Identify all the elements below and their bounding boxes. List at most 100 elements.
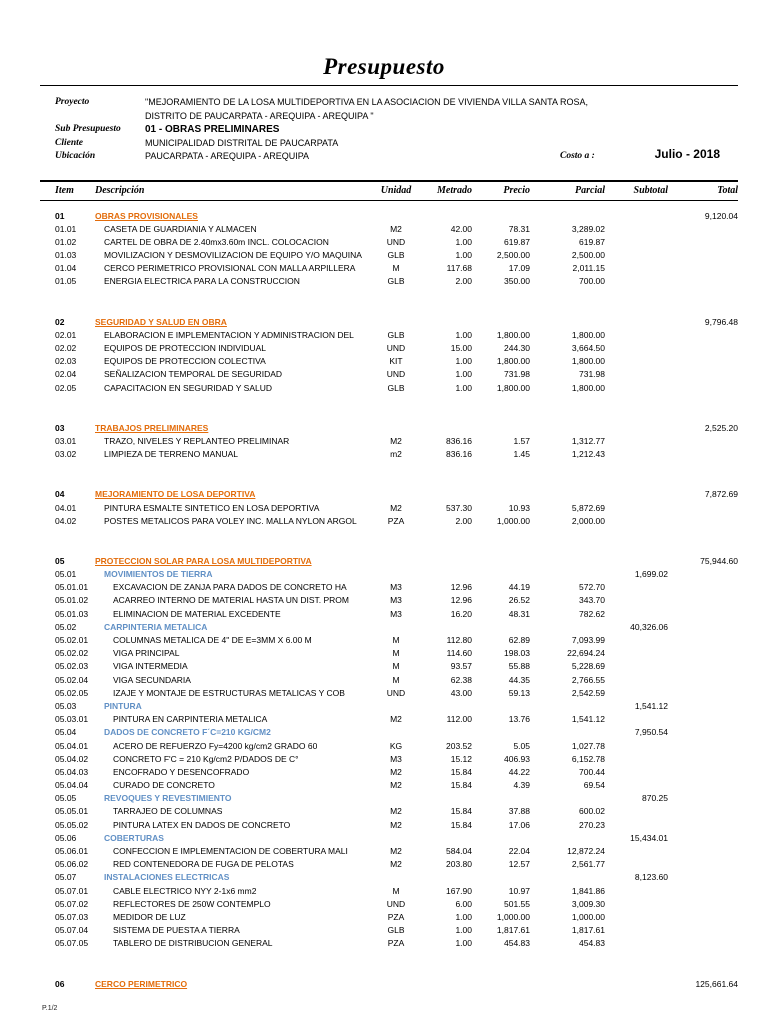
cell-parcial: 700.44 xyxy=(579,766,605,777)
header-block: Proyecto "MEJORAMIENTO DE LA LOSA MULTID… xyxy=(55,96,738,164)
cell-item: 05 xyxy=(55,555,65,566)
cell-parcial xyxy=(530,792,605,805)
cell-desc: REVOQUES Y REVESTIMIENTO xyxy=(104,793,232,804)
cell-total xyxy=(668,871,738,884)
cell-subtotal xyxy=(605,488,668,501)
cell-unidad: M3 xyxy=(390,595,402,606)
cell-unidad: KG xyxy=(389,740,403,751)
cell-metrado: 15.00 xyxy=(450,343,472,353)
cell-metrado xyxy=(420,871,472,884)
cell-parcial: 700.00 xyxy=(579,276,605,287)
cell-desc: EQUIPOS DE PROTECCION INDIVIDUAL xyxy=(104,343,266,353)
cell-unidad: M2 xyxy=(390,846,402,856)
column-header-unidad: Unidad xyxy=(380,184,412,196)
cell-metrado: 1.00 xyxy=(455,911,472,922)
cell-metrado: 203.52 xyxy=(446,740,472,751)
cell-item: 04 xyxy=(55,489,65,500)
cell-subtotal xyxy=(605,581,668,594)
cell-parcial: 731.98 xyxy=(579,369,605,380)
table-row: 05.04 DADOS DE CONCRETO F´C=210 KG/CM2 7,9… xyxy=(40,726,738,739)
cell-subtotal xyxy=(605,355,668,368)
cell-precio xyxy=(472,488,530,501)
cell-precio: 10.97 xyxy=(508,885,530,896)
table-row: 05.02 CARPINTERIA METALICA 40,326.06 xyxy=(40,621,738,634)
cell-parcial: 1,027.78 xyxy=(571,740,605,751)
cell-unidad: M2 xyxy=(390,859,402,870)
cell-metrado xyxy=(420,621,472,634)
cell-desc: TABLERO DE DISTRIBUCION GENERAL xyxy=(113,938,273,949)
cell-metrado: 15.12 xyxy=(450,753,472,764)
cell-metrado xyxy=(420,792,472,805)
cell-item: 05.04.02 xyxy=(55,753,89,764)
cell-unidad: KIT xyxy=(389,356,403,367)
cell-metrado: 12.96 xyxy=(450,595,472,606)
table-row: 05.04.03 ENCOFRADO Y DESENCOFRADO M2 15.84 4… xyxy=(40,766,738,779)
cell-precio: 44.35 xyxy=(508,674,530,685)
cell-subtotal xyxy=(605,978,668,991)
table-row: 05.07.02 REFLECTORES DE 250W CONTEMPLO UND… xyxy=(40,898,738,911)
cell-subtotal xyxy=(605,594,668,607)
cell-total xyxy=(668,832,738,845)
cell-unidad: M xyxy=(392,674,400,685)
table-row: 05 PROTECCION SOLAR PARA LOSA MULTIDEPORT… xyxy=(40,555,738,568)
cell-subtotal xyxy=(605,223,668,236)
cell-precio: 1,000.00 xyxy=(496,911,530,922)
cell-total xyxy=(668,911,738,924)
cell-precio: 37.88 xyxy=(508,806,530,817)
table-row: 02.01 ELABORACION E IMPLEMENTACION Y ADMI… xyxy=(40,329,738,342)
cell-unidad: m2 xyxy=(390,449,402,460)
cell-item: 05.05 xyxy=(55,793,77,804)
cell-item: 02.04 xyxy=(55,369,77,380)
cell-metrado xyxy=(420,488,472,501)
cell-parcial xyxy=(530,726,605,739)
cell-precio: 17.09 xyxy=(508,263,530,274)
cell-total xyxy=(668,924,738,937)
cell-total xyxy=(668,594,738,607)
cell-unidad: M2 xyxy=(390,819,402,830)
cell-desc: COLUMNAS METALICA DE 4" DE E=3MM X 6.00 … xyxy=(113,635,312,645)
cell-unidad: UND xyxy=(386,898,406,909)
cell-total xyxy=(668,700,738,713)
cell-parcial: 782.62 xyxy=(579,608,605,619)
cell-desc: PINTURA EN CARPINTERIA METALICA xyxy=(113,714,268,725)
cell-parcial: 69.54 xyxy=(583,780,605,791)
cell-metrado: 15.84 xyxy=(450,806,472,817)
table-row: 02.04 SEÑALIZACION TEMPORAL DE SEGURIDAD U… xyxy=(40,368,738,381)
table-row: 05.02.05 IZAJE Y MONTAJE DE ESTRUCTURAS M… xyxy=(40,687,738,700)
cell-parcial xyxy=(530,700,605,713)
cell-parcial xyxy=(530,832,605,845)
table-row: 05.04.02 CONCRETO F'C = 210 Kg/cm2 P/DADO… xyxy=(40,753,738,766)
proyecto-value: "MEJORAMIENTO DE LA LOSA MULTIDEPORTIVA … xyxy=(145,96,588,123)
cell-parcial: 22,694.24 xyxy=(567,648,605,659)
cell-desc: VIGA PRINCIPAL xyxy=(113,648,180,659)
cell-metrado: 117.68 xyxy=(446,263,472,274)
cell-precio: 78.31 xyxy=(508,223,530,234)
cell-unidad: M2 xyxy=(390,766,402,777)
cell-precio: 17.06 xyxy=(508,819,530,830)
cell-unidad: UND xyxy=(386,687,406,698)
cell-subtotal xyxy=(605,924,668,937)
table-row: 03.01 TRAZO, NIVELES Y REPLANTEO PRELIMIN… xyxy=(40,435,738,448)
cell-parcial: 1,800.00 xyxy=(571,382,605,393)
cell-unidad: M2 xyxy=(390,780,402,791)
cell-subtotal: 1,699.02 xyxy=(634,569,668,580)
table-row: 02.03 EQUIPOS DE PROTECCION COLECTIVA KIT 1… xyxy=(40,355,738,368)
cell-desc: OBRAS PROVISIONALES xyxy=(95,210,198,221)
cell-total xyxy=(668,249,738,262)
cell-precio: 1,800.00 xyxy=(496,382,530,393)
cell-parcial: 454.83 xyxy=(579,938,605,949)
cell-parcial: 2,561.77 xyxy=(571,859,605,870)
cell-precio: 1,817.61 xyxy=(496,925,530,936)
cell-unidad: M2 xyxy=(390,806,402,817)
cell-total: 7,872.69 xyxy=(704,489,738,500)
spacer-row xyxy=(40,395,738,422)
table-row: 03.02 LIMPIEZA DE TERRENO MANUAL m2 836.16 1… xyxy=(40,448,738,461)
cell-precio: 48.31 xyxy=(508,608,530,619)
cell-precio: 5.05 xyxy=(513,740,530,751)
cell-total xyxy=(668,368,738,381)
costo-a-label: Costo a : xyxy=(560,151,595,161)
cell-item: 02.03 xyxy=(55,356,77,367)
cell-item: 05.07.01 xyxy=(55,885,89,896)
cliente-value: MUNICIPALIDAD DISTRITAL DE PAUCARPATA xyxy=(145,137,339,148)
cell-total xyxy=(668,502,738,515)
